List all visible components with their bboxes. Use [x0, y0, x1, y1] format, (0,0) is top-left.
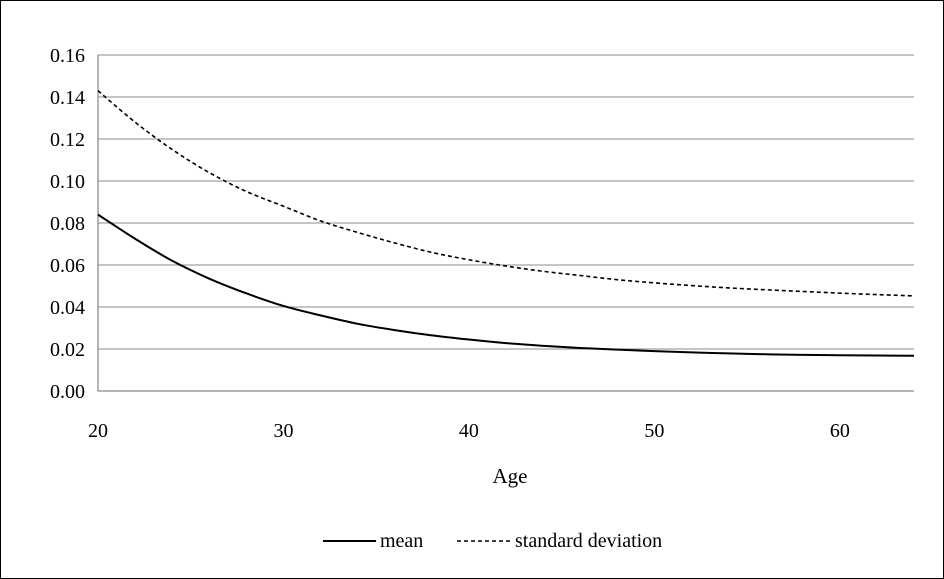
x-tick-label: 40: [459, 420, 479, 442]
y-axis-ticks: 0.00 0.02 0.04 0.06 0.08 0.10 0.12 0.14 0.16: [50, 45, 85, 403]
series-lines: [97, 90, 915, 357]
x-tick-label: 20: [88, 420, 108, 442]
legend-label: mean: [380, 530, 423, 552]
x-axis-title: Age: [493, 464, 528, 488]
series-line-mean: [97, 213, 915, 357]
x-tick-label: 30: [273, 420, 293, 442]
x-tick-label: 50: [644, 420, 664, 442]
y-tick-label: 0.12: [50, 129, 85, 151]
axes: [97, 55, 914, 392]
y-tick-label: 0.06: [50, 255, 85, 277]
series-line-standard-deviation: [97, 90, 915, 297]
x-axis-ticks: 20 30 40 50 60: [88, 420, 850, 442]
gridlines: [98, 54, 914, 350]
y-tick-label: 0.02: [50, 339, 85, 361]
y-tick-label: 0.04: [50, 297, 85, 319]
legend-label: standard deviation: [515, 530, 662, 552]
y-tick-label: 0.00: [50, 381, 85, 403]
y-tick-label: 0.08: [50, 213, 85, 235]
y-tick-label: 0.10: [50, 171, 85, 193]
y-tick-label: 0.14: [50, 87, 85, 109]
y-tick-label: 0.16: [50, 45, 85, 67]
legend: mean standard deviation: [323, 530, 662, 552]
x-tick-label: 60: [830, 420, 850, 442]
